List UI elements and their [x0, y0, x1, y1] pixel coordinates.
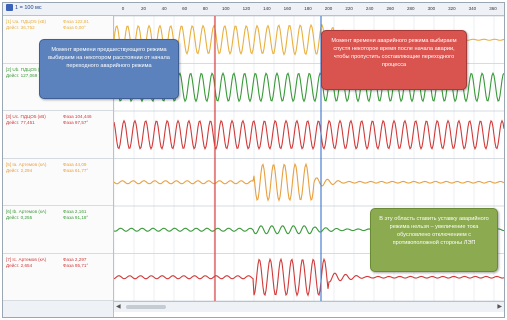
ruler-tick-label: 140: [263, 6, 271, 11]
waveform-6: [114, 257, 504, 297]
channel-eff: Дейст. 36,752: [6, 25, 35, 30]
channel-panel[interactable]: [3] Uc. ПДЦО5 (кВ) Дейст. 77,451 Фаза 104,…: [3, 111, 113, 159]
ruler-tick-label: 160: [283, 6, 292, 11]
toolbar: 1 = 100 мс 0 20 40 60 80 100 120 140 160 180 200 22…: [3, 3, 504, 16]
ruler-tick-label: 20: [141, 6, 147, 11]
ruler-tick-label: 40: [161, 6, 167, 11]
callout-fault-instant: Момент времени аварийного режима выбирае…: [321, 30, 467, 90]
channel-panel[interactable]: [5] Ia. Артемов (кА) Дейст. 2,294 Фаза 44,…: [3, 159, 113, 206]
channel-eff: Дейст. 0,255: [6, 215, 33, 220]
time-ruler: 0 20 40 60 80 100 120 140 160 180 200 220 240 260 280 3…: [113, 3, 504, 15]
channel-panel[interactable]: [6] Ib. Артемов (кА) Дейст. 0,255 Фаза 2,1…: [3, 206, 113, 254]
channel-ph2: Фаза 97,57°: [63, 120, 89, 125]
ruler-tick-label: 360: [489, 6, 497, 11]
oscillogram-window: 1 = 100 мс 0 20 40 60 80 100 120 140 160 180 200 22…: [2, 2, 505, 318]
ruler-tick-label: 340: [468, 6, 477, 11]
channel-name: [2] Ub. ПДЦО5 (кВ): [6, 66, 47, 72]
zoom-icon[interactable]: [6, 4, 13, 11]
ruler-tick-label: 260: [386, 6, 394, 11]
zoom-control[interactable]: 1 = 100 мс: [6, 4, 42, 11]
ruler-tick-label: 240: [365, 6, 374, 11]
waveform-4: [114, 162, 504, 202]
ruler-tick-label: 200: [324, 6, 333, 11]
callout-prefault-instant: Момент времени предшествующего режима вы…: [39, 39, 179, 99]
channel-eff: Дейст. 127,069: [6, 72, 38, 78]
channel-eff: Дейст. 77,451: [6, 120, 35, 125]
channel-ph2: Фаза 95,71°: [63, 262, 89, 268]
channel-ph1: Фаза 122,81: [63, 19, 89, 24]
ruler-tick-label: 80: [202, 6, 208, 11]
ruler-tick-label: 220: [345, 6, 353, 11]
ruler-tick-label: 60: [182, 6, 188, 11]
channel-ph1: Фаза 44,09: [63, 161, 87, 167]
channel-name: [7] Ic. Артемов (кА): [6, 256, 47, 262]
channel-eff: Дейст. 2,294: [6, 167, 33, 173]
channel-ph2: Фаза 61,77°: [63, 167, 89, 173]
scroll-right-icon[interactable]: ▶: [497, 304, 502, 310]
scroll-thumb[interactable]: [126, 305, 166, 309]
callout-forbidden-area: В эту область ставить уставку аварийного…: [370, 208, 498, 272]
ruler-tick-label: 100: [222, 6, 230, 11]
channel-eff: Дейст. 2,654: [6, 262, 33, 268]
channel-ph1: Фаза 2,161: [63, 209, 87, 214]
channel-panel[interactable]: [7] Ic. Артемов (кА) Дейст. 2,654 Фаза 2,2…: [3, 254, 113, 301]
ruler-tick-label: 0: [121, 6, 125, 11]
channel-ph2: Фаза 91,18°: [63, 215, 89, 220]
horizontal-scrollbar[interactable]: ◀ ▶: [114, 301, 504, 312]
ruler-tick-label: 120: [242, 6, 251, 11]
channel-name: [1] Ua. ПДЦО5 (кВ): [6, 19, 47, 24]
channel-name: [5] Ia. Артемов (кА): [6, 161, 47, 167]
zoom-label: 1 = 100 мс: [15, 4, 42, 11]
channel-name: [3] Uc. ПДЦО5 (кВ): [6, 114, 46, 119]
waveform-3: [114, 119, 504, 151]
ruler-tick-label: 320: [448, 6, 456, 11]
channel-ph2: Фаза 0,00°: [63, 25, 86, 30]
bottom-status-bar: [3, 301, 114, 317]
channel-name: [6] Ib. Артемов (кА): [6, 209, 47, 214]
ruler-tick-label: 300: [427, 6, 436, 11]
ruler-tick-label: 180: [304, 6, 312, 11]
channel-ph1: Фаза 104,446: [63, 114, 92, 119]
channel-ph1: Фаза 2,297: [63, 256, 87, 262]
ruler-tick-label: 280: [407, 6, 415, 11]
scroll-left-icon[interactable]: ◀: [116, 304, 121, 310]
